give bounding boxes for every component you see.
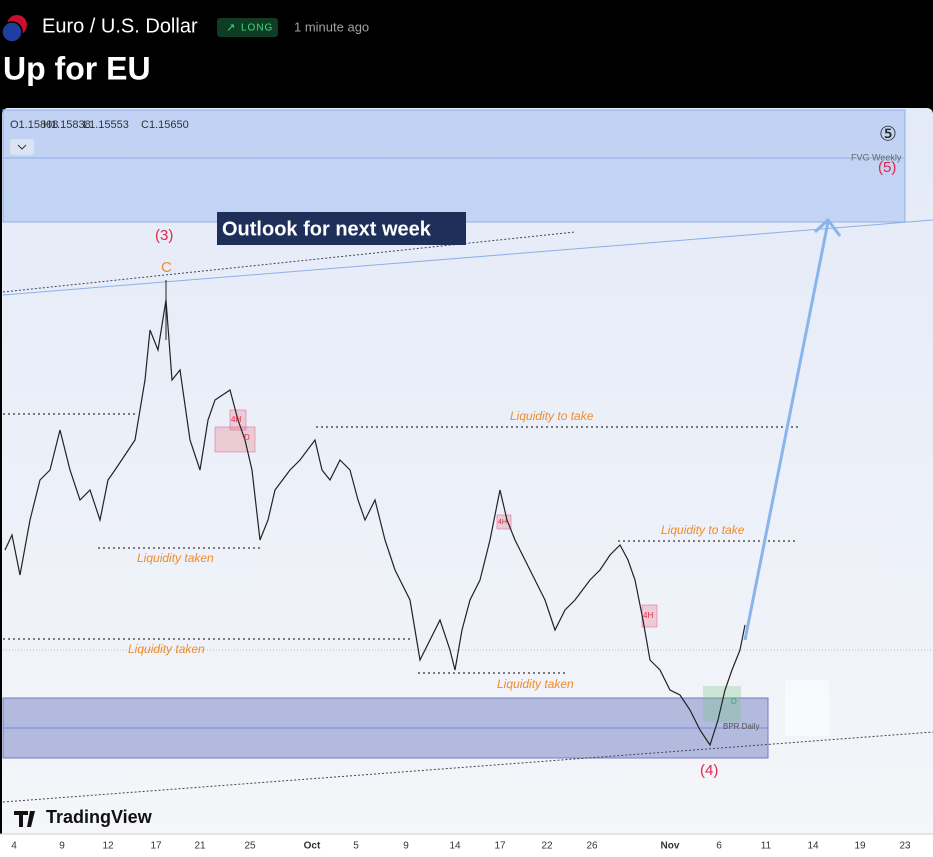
trend-lower — [2, 731, 933, 803]
liquidity-lines — [3, 413, 798, 674]
annotation: (3) — [155, 227, 173, 244]
price-series — [4, 299, 746, 747]
ohlc-value: H1.15838 — [43, 119, 91, 131]
outlook-box — [217, 212, 466, 245]
chart-area — [2, 108, 933, 857]
x-tick-label: 6 — [716, 841, 722, 852]
x-tick-label: 22 — [541, 841, 553, 852]
x-tick-label: 5 — [353, 841, 359, 852]
projection-box — [785, 680, 829, 736]
ohlc-value: L1.15553 — [83, 119, 129, 131]
time-ago: 1 minute ago — [294, 19, 369, 34]
flag-eu — [1, 21, 23, 43]
annotation: C — [161, 259, 172, 276]
annotation: BPR Daily — [723, 722, 759, 731]
tv-logo — [14, 811, 35, 827]
annotation: 4H — [498, 519, 507, 526]
annotation: Liquidity to take — [510, 409, 594, 423]
header-bg — [0, 0, 933, 105]
x-tick-label: 17 — [150, 841, 162, 852]
x-tick-label: Nov — [661, 841, 680, 852]
badge-text: LONG — [241, 23, 273, 34]
annotation: Liquidity taken — [497, 677, 574, 691]
annotation: Outlook for next week — [222, 218, 432, 240]
badge-icon: ↗ — [226, 22, 235, 34]
brand: TradingView — [46, 807, 153, 827]
annotation: D — [731, 697, 737, 706]
annotation: FVG Weekly — [851, 152, 902, 162]
ohlc-value: C1.15650 — [141, 119, 189, 131]
x-tick-label: 14 — [449, 841, 461, 852]
collapse-button[interactable] — [10, 139, 34, 155]
annotation: ⑤ — [879, 123, 897, 145]
x-tick-label: 23 — [899, 841, 911, 852]
annotation: (5) — [878, 159, 896, 176]
x-tick-label: 17 — [494, 841, 506, 852]
annotation: Liquidity to take — [661, 523, 745, 537]
chevron — [17, 144, 27, 150]
annotation: D — [244, 433, 250, 442]
x-tick-label: 26 — [586, 841, 598, 852]
annotation: 4H — [231, 415, 241, 424]
x-tick-label: Oct — [304, 841, 321, 852]
annotation: Liquidity taken — [137, 551, 214, 565]
x-axis-bar — [0, 834, 933, 857]
idea-title: Up for EU — [3, 50, 151, 86]
ohlc-value: O1.15808 — [10, 119, 58, 131]
x-tick-label: 4 — [11, 841, 17, 852]
x-tick-label: 19 — [854, 841, 866, 852]
annotation: 4H — [643, 611, 653, 620]
symbol-name[interactable]: Euro / U.S. Dollar — [42, 15, 198, 37]
x-tick-label: 21 — [194, 841, 206, 852]
x-tick-label: 12 — [102, 841, 114, 852]
x-tick-label: 25 — [244, 841, 256, 852]
trend-upper — [2, 219, 933, 296]
annotation: (4) — [700, 762, 718, 779]
x-tick-label: 14 — [807, 841, 819, 852]
long-badge — [217, 18, 278, 37]
annotation: Liquidity taken — [128, 642, 205, 656]
projection-arrow — [743, 217, 842, 641]
fvg-box — [2, 109, 906, 223]
x-tick-label: 11 — [761, 841, 772, 852]
x-tick-label: 9 — [59, 841, 65, 852]
x-tick-label: 9 — [403, 841, 409, 852]
